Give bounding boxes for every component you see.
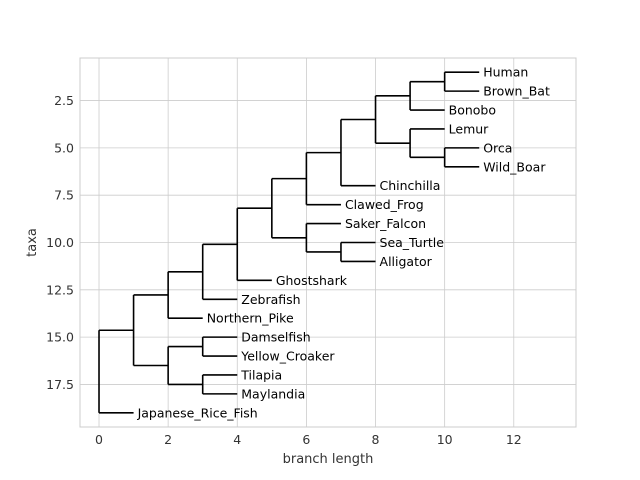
leaf-label: Yellow_Croaker xyxy=(240,349,335,364)
leaf-label: Maylandia xyxy=(241,386,305,401)
x-tick-label: 8 xyxy=(372,432,380,447)
leaf-label: Alligator xyxy=(380,254,433,269)
branches xyxy=(98,71,480,414)
leaf-label: Saker_Falcon xyxy=(345,216,426,231)
plot-frame xyxy=(79,57,577,428)
grid xyxy=(80,58,576,427)
leaf-label: Orca xyxy=(483,140,512,155)
x-tick-label: 4 xyxy=(233,432,241,447)
leaf-label: Bonobo xyxy=(449,103,496,118)
y-tick-label: 17.5 xyxy=(46,377,74,392)
tick-labels: 0 2 4 6 8 10 12 2.5 5.0 7.5 10.0 12.5 15.0 17.5 xyxy=(46,93,522,447)
leaf-label: Ghostshark xyxy=(276,273,348,288)
leaf-label: Japanese_Rice_Fish xyxy=(137,405,258,420)
leaf-label: Clawed_Frog xyxy=(345,197,424,212)
leaf-label: Human xyxy=(483,65,528,80)
y-tick-label: 12.5 xyxy=(46,282,74,297)
leaf-labels: Human Brown_Bat Bonobo Lemur Orca Wild_Boar Ch… xyxy=(137,65,550,421)
y-tick-label: 15.0 xyxy=(46,330,74,345)
x-axis-title: branch length xyxy=(283,452,374,467)
leaf-label: Wild_Boar xyxy=(483,159,546,174)
leaf-label: Brown_Bat xyxy=(483,84,550,99)
y-tick-label: 10.0 xyxy=(46,235,74,250)
x-tick-label: 6 xyxy=(302,432,310,447)
x-tick-label: 10 xyxy=(437,432,453,447)
y-tick-label: 5.0 xyxy=(54,140,74,155)
x-tick-label: 0 xyxy=(95,432,103,447)
x-tick-label: 12 xyxy=(506,432,522,447)
leaf-label: Northern_Pike xyxy=(207,311,294,326)
y-tick-label: 2.5 xyxy=(54,93,74,108)
leaf-label: Sea_Turtle xyxy=(380,235,445,250)
leaf-label: Lemur xyxy=(449,121,490,136)
leaf-label: Damselfish xyxy=(241,330,310,345)
y-tick-label: 7.5 xyxy=(54,188,74,203)
leaf-label: Chinchilla xyxy=(380,178,441,193)
x-tick-label: 2 xyxy=(164,432,172,447)
leaf-label: Tilapia xyxy=(240,367,282,382)
y-axis-title: taxa xyxy=(25,228,40,257)
leaf-label: Zebrafish xyxy=(241,292,300,307)
